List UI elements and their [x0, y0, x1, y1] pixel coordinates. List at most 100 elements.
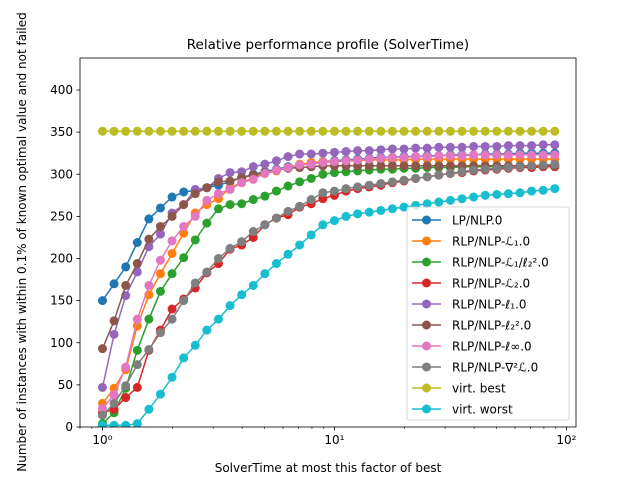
data-point [179, 126, 189, 136]
data-point [213, 204, 223, 214]
data-point [295, 177, 305, 187]
data-point [155, 221, 165, 231]
legend-marker [422, 236, 431, 246]
data-point [144, 126, 154, 136]
data-point [445, 161, 455, 171]
data-point [306, 195, 316, 205]
data-point [260, 126, 270, 136]
data-point [411, 161, 421, 171]
data-point [225, 168, 235, 178]
data-point [306, 149, 316, 159]
data-point [132, 345, 142, 355]
data-point [237, 199, 247, 209]
data-point [295, 126, 305, 136]
legend-label: RLP/NLP-ℒ₁/ℓ₂².0 [452, 256, 549, 270]
legend-marker [422, 404, 431, 414]
data-point [329, 147, 339, 157]
data-point [213, 126, 223, 136]
y-tick-label: 150 [50, 294, 73, 308]
data-point [109, 279, 119, 289]
series-line [102, 165, 555, 414]
data-point [480, 126, 490, 136]
legend-item: RLP/NLP-ℒ₂.0 [412, 277, 530, 291]
data-point [341, 156, 351, 166]
data-point [202, 267, 212, 277]
data-point [97, 382, 107, 392]
data-point [225, 243, 235, 253]
data-point [387, 126, 397, 136]
data-point [97, 410, 107, 420]
data-point [492, 141, 502, 151]
data-point [376, 126, 386, 136]
data-point [121, 262, 131, 272]
data-point [237, 178, 247, 188]
data-point [445, 151, 455, 161]
y-tick-label: 50 [58, 378, 73, 392]
legend-box [406, 206, 570, 421]
data-point [341, 126, 351, 136]
data-point [399, 202, 409, 212]
data-point [202, 195, 212, 205]
data-point [469, 141, 479, 151]
data-point [527, 150, 537, 160]
data-point [457, 126, 467, 136]
data-point [202, 183, 212, 193]
data-point [190, 126, 200, 136]
data-point [167, 211, 177, 221]
data-point [260, 220, 270, 230]
data-point [387, 204, 397, 214]
data-point [295, 160, 305, 170]
data-point [271, 156, 281, 166]
legend: LP/NLP.0 RLP/NLP-ℒ₁.0 RLP/NLP-ℒ₁/ℓ₂².0 RLP/… [406, 206, 570, 421]
data-point [179, 187, 189, 197]
x-axis-label: SolverTime at most this factor of best [215, 461, 442, 475]
data-point [515, 126, 525, 136]
data-point [492, 150, 502, 160]
data-point [97, 403, 107, 413]
legend-marker [422, 362, 431, 372]
series-4 [97, 140, 560, 392]
data-point [492, 189, 502, 199]
plot-area [97, 126, 560, 427]
legend-label: RLP/NLP-ℒ₂.0 [452, 277, 530, 291]
data-point [329, 186, 339, 196]
series-group [97, 126, 560, 427]
data-point [155, 255, 165, 265]
y-tick-label: 400 [50, 83, 73, 97]
data-point [503, 150, 513, 160]
axes: 0 50 100 150 200 250 300 350 400 10⁰ 10¹ 10² [50, 57, 577, 447]
data-point [190, 211, 200, 221]
data-point [503, 141, 513, 151]
data-point [469, 126, 479, 136]
data-point [248, 126, 258, 136]
data-point [469, 165, 479, 175]
data-point [237, 237, 247, 247]
series-6 [97, 150, 560, 413]
data-point [121, 381, 131, 391]
y-tick-label: 300 [50, 167, 73, 181]
data-point [445, 195, 455, 205]
data-point [503, 126, 513, 136]
data-point [527, 141, 537, 151]
axes-frame [79, 57, 577, 428]
data-point [202, 126, 212, 136]
data-point [527, 186, 537, 196]
data-point [283, 163, 293, 173]
data-point [144, 344, 154, 354]
data-point [167, 304, 177, 314]
data-point [399, 144, 409, 154]
data-point [399, 126, 409, 136]
data-point [515, 141, 525, 151]
data-point [295, 240, 305, 250]
series-line [101, 144, 555, 388]
data-point [202, 218, 212, 228]
data-point [515, 188, 525, 198]
data-point [445, 168, 455, 178]
data-point [329, 168, 339, 178]
data-point [353, 209, 363, 219]
data-point [190, 278, 200, 288]
data-point [167, 269, 177, 279]
x-tick-label: 10² [556, 433, 576, 447]
legend-item: virt. best [412, 382, 506, 396]
data-point [550, 126, 560, 136]
